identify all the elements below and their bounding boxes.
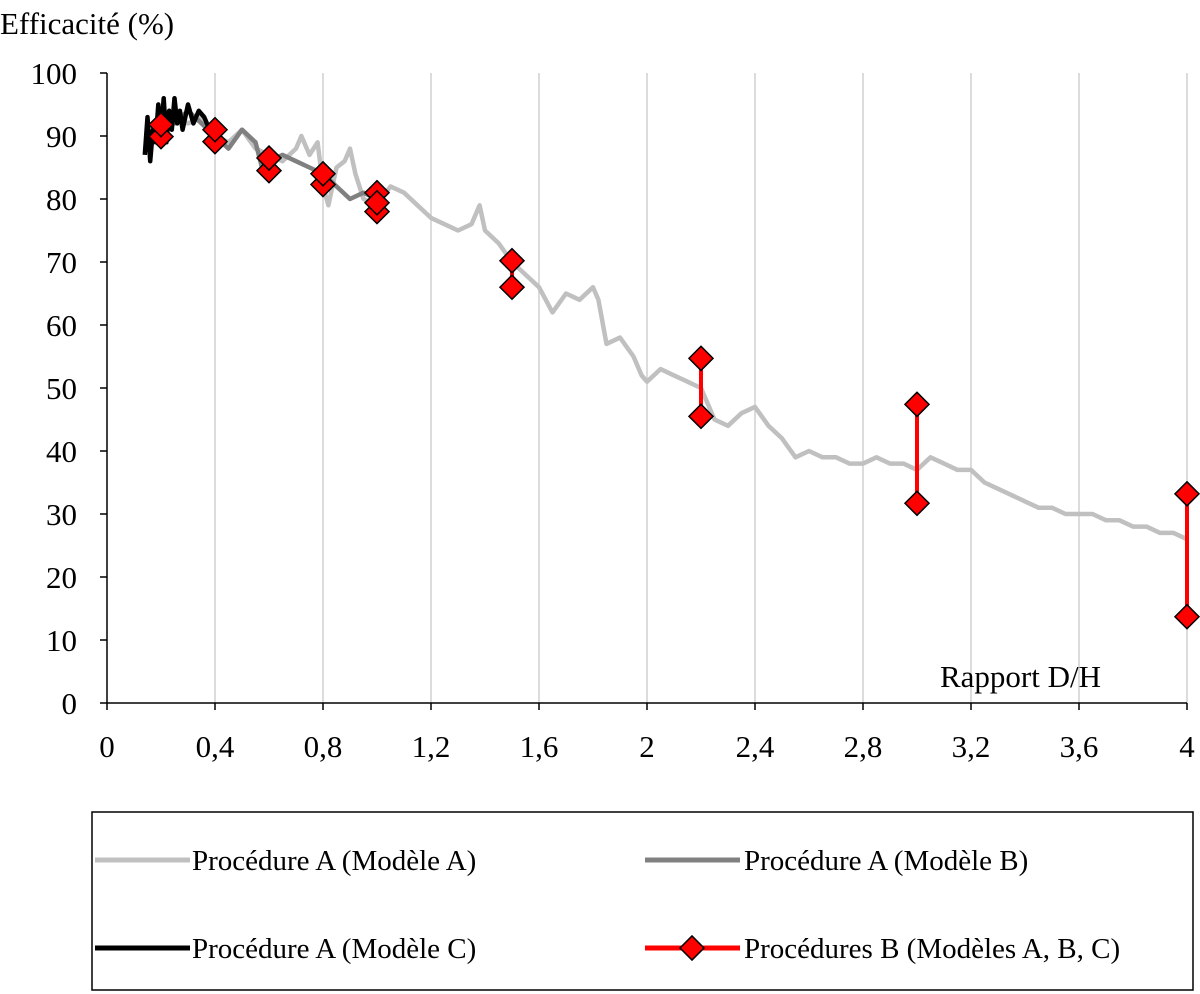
x-tick-label: 1,6	[520, 729, 559, 764]
y-tick-label: 100	[31, 56, 78, 91]
procedure-b-marker	[363, 189, 391, 216]
y-tick-label: 30	[46, 497, 77, 532]
x-tick-label: 0	[99, 729, 115, 764]
procedure-b-marker	[1173, 603, 1200, 630]
legend: Procédure A (Modèle A) Procédure A (Modè…	[91, 811, 1194, 991]
procedure-b-marker	[498, 274, 526, 301]
legend-frame	[91, 811, 1194, 991]
y-tick-label: 80	[46, 182, 77, 217]
x-tick-label: 2,8	[844, 729, 883, 764]
procedure-b-range	[309, 160, 337, 198]
y-tick-label: 90	[46, 119, 77, 154]
procedure-b-range	[903, 391, 931, 517]
x-tick-label: 3,6	[1060, 729, 1099, 764]
legend-label-model-c: Procédure A (Modèle C)	[192, 933, 476, 965]
x-tick-label: 3,2	[952, 729, 991, 764]
y-tick-label: 10	[46, 623, 77, 658]
procedure-b-range	[498, 247, 526, 301]
procedure-b-marker	[255, 144, 283, 172]
procedure-b-range	[1173, 480, 1200, 630]
legend-label-model-b: Procédure A (Modèle B)	[744, 845, 1028, 877]
tick-labels: 0 10 20 30 40 50 60 70 80 90 100 0 0,4 0,8 1,2 1,6 2 2,4 2…	[31, 56, 1196, 764]
x-tick-label: 1,2	[412, 729, 451, 764]
y-tick-label: 0	[62, 686, 78, 721]
procedure-b-marker	[309, 160, 337, 187]
x-tick-label: 4	[1179, 729, 1195, 764]
x-tick-label: 2,4	[736, 729, 775, 764]
series-model-a-line	[145, 114, 1188, 542]
x-tick-label: 0,4	[196, 729, 235, 764]
y-axis-title: Efficacité (%)	[0, 6, 174, 41]
legend-swatch-procedure-b-marker	[678, 934, 706, 962]
legend-label-model-a: Procédure A (Modèle A)	[192, 845, 476, 877]
y-tick-label: 50	[46, 371, 77, 406]
y-tick-label: 20	[46, 560, 77, 595]
series-layer	[142, 95, 1200, 630]
axes	[100, 72, 1188, 710]
y-tick-label: 60	[46, 308, 77, 343]
procedure-b-marker	[147, 111, 175, 138]
legend-label-procedure-b: Procédures B (Modèles A, B, C)	[744, 933, 1120, 965]
x-tick-label: 0,8	[304, 729, 343, 764]
procedure-b-marker	[687, 345, 715, 372]
x-tick-label: 2	[639, 729, 655, 764]
y-tick-label: 40	[46, 434, 77, 469]
procedure-b-marker	[903, 391, 931, 418]
x-axis-title: Rapport D/H	[940, 659, 1101, 694]
procedure-b-range	[687, 345, 715, 430]
procedure-b-point	[363, 189, 391, 216]
procedure-b-marker	[498, 247, 526, 274]
procedure-b-range	[147, 111, 175, 150]
procedure-b-marker	[201, 116, 229, 143]
procedure-b-marker	[1173, 480, 1200, 507]
y-tick-label: 70	[46, 245, 77, 280]
procedure-b-range	[255, 144, 283, 184]
procedure-b-range	[201, 116, 229, 155]
procedure-b-marker	[903, 490, 931, 517]
procedure-b-marker	[687, 403, 715, 430]
